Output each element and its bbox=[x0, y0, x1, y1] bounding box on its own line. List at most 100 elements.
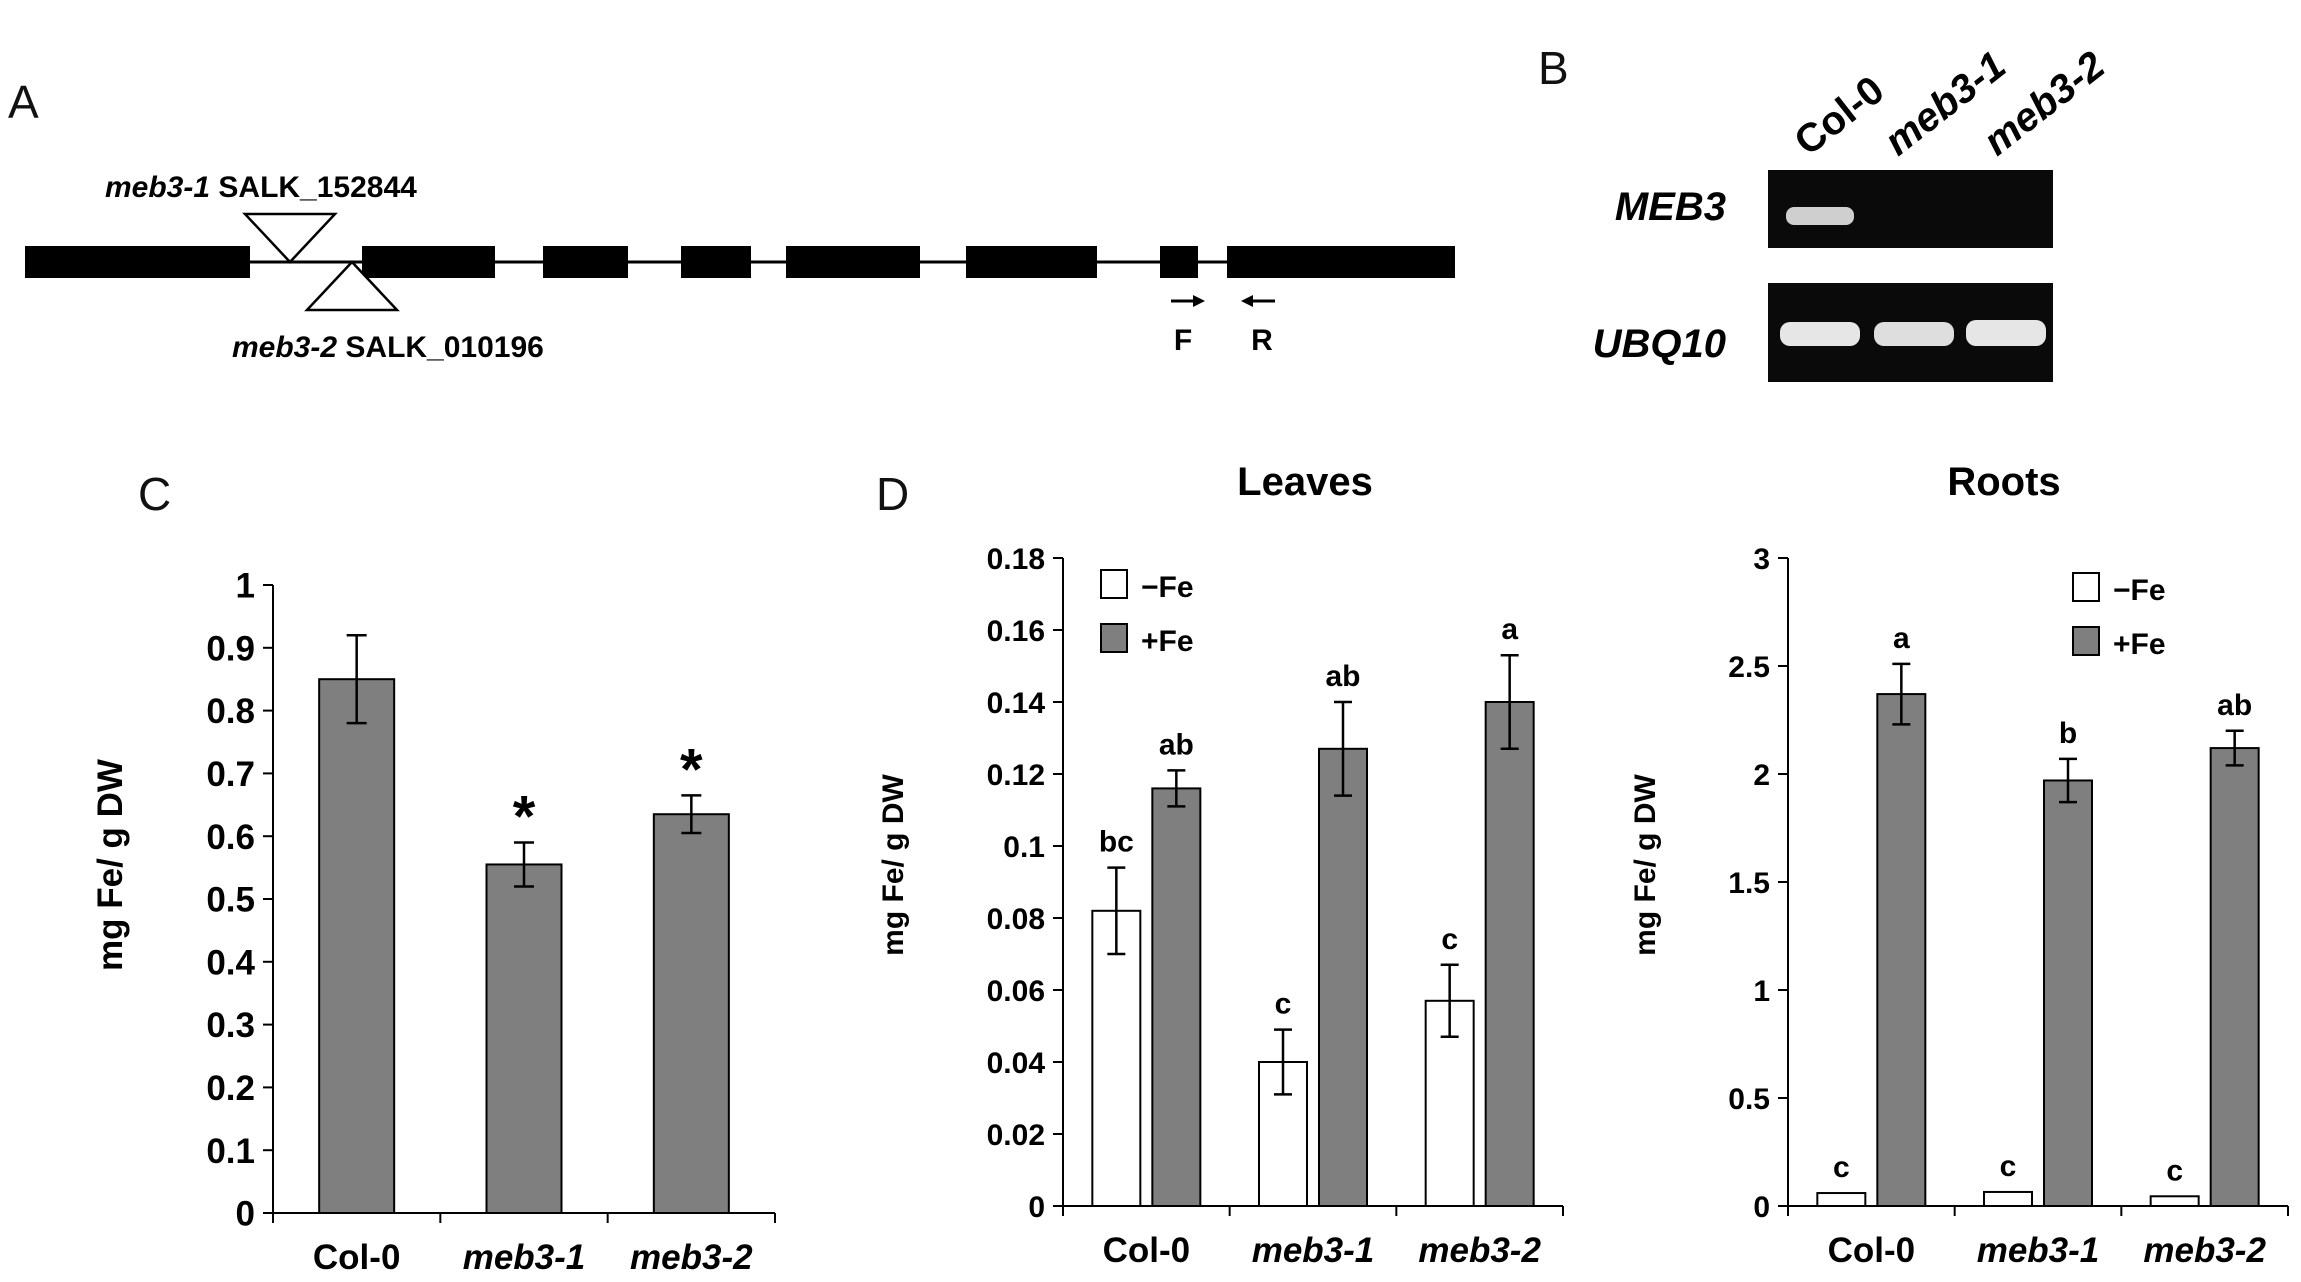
legend-label-plus-fe: +Fe bbox=[2113, 628, 2166, 661]
chart-c-significance-marker: * bbox=[680, 737, 703, 802]
chart-c-ytick-label: 0.7 bbox=[206, 755, 255, 794]
chart-leaves-ytick-label: 0.04 bbox=[987, 1047, 1046, 1080]
chart-roots-significance-letter: a bbox=[1893, 622, 1910, 655]
chart-roots-ytick-label: 1.5 bbox=[1728, 867, 1770, 900]
chart-leaves-ytick-label: 0.02 bbox=[987, 1119, 1045, 1152]
chart-roots-category-label: Col-0 bbox=[1828, 1231, 1916, 1270]
chart-roots-ytick-label: 1 bbox=[1753, 975, 1770, 1008]
chart-leaves-significance-letter: ab bbox=[1325, 660, 1360, 693]
chart-c-ytick-label: 0.4 bbox=[206, 943, 255, 982]
primer-reverse-label: R bbox=[1251, 324, 1273, 357]
chart-c-bars: ** bbox=[318, 633, 730, 1215]
chart-roots-category-label: meb3-2 bbox=[2143, 1231, 2266, 1270]
chart-leaves-title: Leaves bbox=[1237, 460, 1373, 504]
chart-leaves-category-label: Col-0 bbox=[1103, 1231, 1191, 1270]
exon-5 bbox=[786, 246, 920, 278]
chart-roots-bar bbox=[1816, 1192, 1867, 1208]
panel-label-b: B bbox=[1538, 42, 1569, 94]
exon-3 bbox=[543, 246, 628, 278]
exon-8 bbox=[1227, 246, 1455, 278]
legend-swatch-plus-fe bbox=[2072, 626, 2100, 656]
chart-roots-bar bbox=[2149, 1195, 2200, 1208]
chart-leaves-bars: bc c c ab ab a bbox=[1091, 613, 1535, 1208]
exon-1 bbox=[25, 246, 250, 278]
chart-roots-legend: −Fe +Fe bbox=[2072, 572, 2166, 661]
chart-c-category-label: meb3-1 bbox=[463, 1238, 586, 1277]
gel-row-label-ubq10: UBQ10 bbox=[1593, 322, 1726, 366]
gel-panel: Col-0 meb3-1 meb3-2 MEB3 UBQ10 bbox=[1593, 43, 2113, 382]
chart-leaves-ylabel: mg Fe/ g DW bbox=[877, 773, 910, 955]
chart-leaves-bar bbox=[1484, 701, 1535, 1207]
legend-swatch-minus-fe bbox=[1100, 569, 1128, 599]
chart-roots-ytick-label: 0 bbox=[1753, 1191, 1770, 1224]
legend-swatch-minus-fe bbox=[2072, 572, 2100, 602]
chart-roots-ytick-label: 0.5 bbox=[1728, 1083, 1770, 1116]
chart-roots-bar bbox=[2043, 779, 2093, 1207]
legend-label-minus-fe: −Fe bbox=[1141, 571, 1194, 604]
chart-c-significance-marker: * bbox=[513, 784, 536, 849]
chart-c-ytick-label: 0.2 bbox=[206, 1069, 255, 1108]
chart-c-ytick-label: 1 bbox=[236, 567, 255, 606]
chart-leaves-significance-letter: bc bbox=[1099, 826, 1134, 859]
gel-lane-label-col0: Col-0 bbox=[1786, 68, 1892, 164]
exon-6 bbox=[966, 246, 1097, 278]
chart-c-category-label: meb3-2 bbox=[630, 1238, 753, 1277]
chart-leaves-bar bbox=[1091, 909, 1142, 1207]
chart-c-ytick-label: 0 bbox=[236, 1195, 255, 1234]
chart-roots: Roots 0 0.5 1 1.5 2 2.5 3 Col-0 meb3-1 meb3-2 c c c… bbox=[1629, 460, 2289, 1270]
chart-roots-ytick-label: 2.5 bbox=[1728, 651, 1770, 684]
chart-roots-significance-letter: c bbox=[2000, 1150, 2017, 1183]
primer-forward-label: F bbox=[1174, 324, 1192, 357]
legend-label-minus-fe: −Fe bbox=[2113, 574, 2166, 607]
gene-model: meb3-1 SALK_152844 meb3-2 SALK_010196 F … bbox=[25, 171, 1455, 364]
panel-label-a: A bbox=[8, 76, 39, 128]
legend-swatch-plus-fe bbox=[1100, 623, 1128, 653]
chart-c-ytick-label: 0.3 bbox=[206, 1006, 255, 1045]
chart-c-ytick-label: 0.5 bbox=[206, 881, 255, 920]
gel-band-meb3-col0 bbox=[1786, 207, 1854, 225]
chart-leaves-significance-letter: c bbox=[1275, 988, 1292, 1021]
primer-forward-arrow bbox=[1171, 295, 1205, 307]
chart-roots-ylabel: mg Fe/ g DW bbox=[1629, 773, 1662, 955]
chart-leaves-significance-letter: ab bbox=[1159, 728, 1194, 761]
chart-roots-bar bbox=[1876, 693, 1927, 1208]
chart-leaves: Leaves 00.020.040.060.080.10.120.140.160… bbox=[877, 460, 1564, 1270]
chart-leaves-bar bbox=[1318, 747, 1368, 1207]
gel-band-ubq10-col0 bbox=[1780, 322, 1860, 346]
chart-roots-significance-letter: ab bbox=[2217, 689, 2252, 722]
chart-leaves-significance-letter: a bbox=[1501, 613, 1518, 646]
insertion-triangle-meb3-1 bbox=[242, 212, 338, 264]
chart-c-ytick-label: 0.9 bbox=[206, 629, 255, 668]
primer-reverse-arrow bbox=[1241, 295, 1275, 307]
chart-roots-title: Roots bbox=[1947, 460, 2060, 504]
chart-leaves-ytick-label: 0.18 bbox=[987, 543, 1045, 576]
chart-c-bar bbox=[652, 813, 730, 1214]
chart-leaves-ytick-label: 0.08 bbox=[987, 903, 1045, 936]
chart-leaves-bar bbox=[1151, 787, 1202, 1208]
legend-label-plus-fe: +Fe bbox=[1141, 625, 1194, 658]
insertion-triangle-meb3-2 bbox=[304, 260, 400, 312]
chart-c-ylabel: mg Fe/ g DW bbox=[91, 759, 130, 971]
chart-roots-ytick-label: 2 bbox=[1753, 759, 1770, 792]
chart-roots-axes: 0 0.5 1 1.5 2 2.5 3 Col-0 meb3-1 meb3-2 bbox=[1728, 543, 2289, 1270]
chart-c: 0 0.1 0.2 0.3 0.4 0.5 0.6 0.7 0.8 0.9 1 Col-0 meb3-1… bbox=[91, 567, 776, 1277]
insertion-label-meb3-1: meb3-1 SALK_152844 bbox=[105, 171, 417, 204]
exon-4 bbox=[681, 246, 751, 278]
gel-band-ubq10-meb3-2 bbox=[1966, 320, 2046, 346]
gel-band-ubq10-meb3-1 bbox=[1874, 322, 1954, 346]
chart-leaves-ytick-label: 0.12 bbox=[987, 759, 1045, 792]
chart-leaves-ytick-label: 0 bbox=[1028, 1191, 1045, 1224]
panel-label-c: C bbox=[138, 468, 171, 520]
chart-c-ytick-label: 0.8 bbox=[206, 692, 255, 731]
chart-c-category-label: Col-0 bbox=[313, 1238, 401, 1277]
chart-roots-bar bbox=[1983, 1190, 2033, 1207]
chart-c-ytick-label: 0.1 bbox=[206, 1132, 255, 1171]
chart-leaves-axes: 0 0.02 0.04 0.06 0.08 0.1 0.12 0.14 0.16 0.18 Col-… bbox=[987, 543, 1564, 1270]
chart-c-axes: 0 0.1 0.2 0.3 0.4 0.5 0.6 0.7 0.8 0.9 1 Col-0 meb3-1… bbox=[206, 567, 776, 1277]
chart-leaves-ytick-label: 0.14 bbox=[987, 687, 1046, 720]
chart-roots-category-label: meb3-1 bbox=[1977, 1231, 2100, 1270]
chart-roots-bar bbox=[2209, 747, 2260, 1208]
chart-leaves-ytick-label: 0.16 bbox=[987, 615, 1045, 648]
